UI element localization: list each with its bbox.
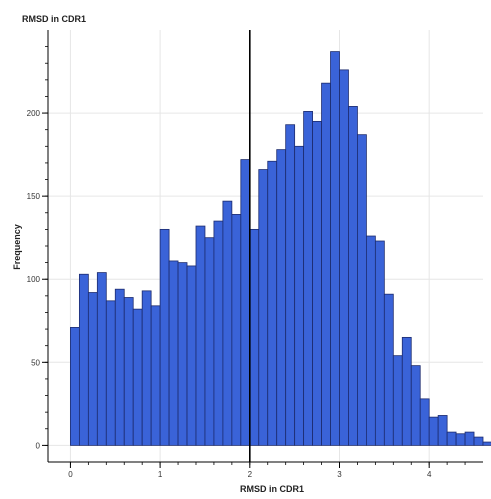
histogram-bar bbox=[123, 297, 134, 446]
histogram-bar bbox=[213, 220, 224, 446]
x-tick-label: 2 bbox=[248, 470, 253, 479]
histogram-bar bbox=[339, 69, 349, 446]
chart-title: RMSD in CDR1 bbox=[22, 14, 87, 24]
histogram-bar bbox=[330, 51, 340, 446]
histogram-bar bbox=[437, 415, 448, 446]
x-tick-label: 0 bbox=[68, 470, 73, 479]
histogram-bar bbox=[473, 436, 484, 446]
histogram-bar bbox=[285, 124, 296, 446]
histogram-bar bbox=[105, 300, 116, 446]
histogram-bar bbox=[150, 305, 161, 446]
histogram-bar bbox=[366, 235, 376, 446]
histogram-bar bbox=[464, 431, 475, 446]
histogram-bar bbox=[392, 355, 403, 446]
tick-labels: 0 1 2 3 4 0 50 100 150 200 bbox=[27, 109, 432, 479]
histogram-bar bbox=[186, 265, 197, 446]
histogram-bar bbox=[141, 290, 152, 446]
histogram-bar bbox=[446, 431, 457, 446]
histogram-bar bbox=[374, 240, 385, 446]
histogram-bar bbox=[312, 120, 322, 446]
histogram-bar bbox=[87, 292, 98, 446]
histogram-bar bbox=[96, 272, 107, 446]
histogram-bar bbox=[276, 149, 287, 446]
histogram-bar bbox=[258, 169, 269, 446]
x-tick-label: 4 bbox=[427, 470, 432, 479]
y-tick-label: 50 bbox=[31, 358, 40, 367]
histogram-bar bbox=[114, 288, 125, 446]
histogram-bar bbox=[410, 365, 421, 446]
histogram-bar bbox=[401, 336, 412, 446]
histogram-bar bbox=[132, 308, 143, 446]
histogram-bar bbox=[419, 398, 430, 446]
axes bbox=[42, 30, 483, 468]
histogram-bar bbox=[348, 106, 358, 446]
histogram-bar bbox=[321, 82, 331, 446]
histogram-bar bbox=[240, 159, 251, 446]
histogram-bars bbox=[70, 51, 491, 446]
y-tick-label: 0 bbox=[36, 441, 41, 450]
x-tick-label: 1 bbox=[158, 470, 163, 479]
histogram-bar bbox=[428, 416, 439, 446]
y-axis-label: Frequency bbox=[12, 224, 22, 270]
histogram-bar bbox=[222, 200, 233, 446]
histogram-bar bbox=[294, 145, 305, 446]
x-axis-label: RMSD in CDR1 bbox=[240, 484, 304, 494]
histogram-bar bbox=[267, 160, 278, 446]
histogram-bar bbox=[231, 214, 242, 446]
histogram-bar bbox=[383, 293, 394, 446]
histogram-bar bbox=[455, 433, 466, 446]
y-tick-label: 150 bbox=[27, 192, 41, 201]
histogram-bar bbox=[177, 262, 188, 446]
histogram-bar bbox=[195, 225, 206, 446]
x-tick-label: 3 bbox=[337, 470, 342, 479]
histogram-bar bbox=[249, 228, 260, 446]
histogram-bar bbox=[357, 134, 367, 446]
y-tick-label: 200 bbox=[27, 109, 41, 118]
histogram-bar bbox=[168, 260, 179, 446]
histogram-bar bbox=[70, 327, 80, 446]
histogram-bar bbox=[204, 237, 215, 446]
y-tick-label: 100 bbox=[27, 275, 41, 284]
histogram-bar bbox=[303, 111, 313, 446]
histogram-bar bbox=[159, 228, 170, 446]
histogram-bar bbox=[482, 441, 491, 446]
histogram-bar bbox=[78, 273, 89, 446]
